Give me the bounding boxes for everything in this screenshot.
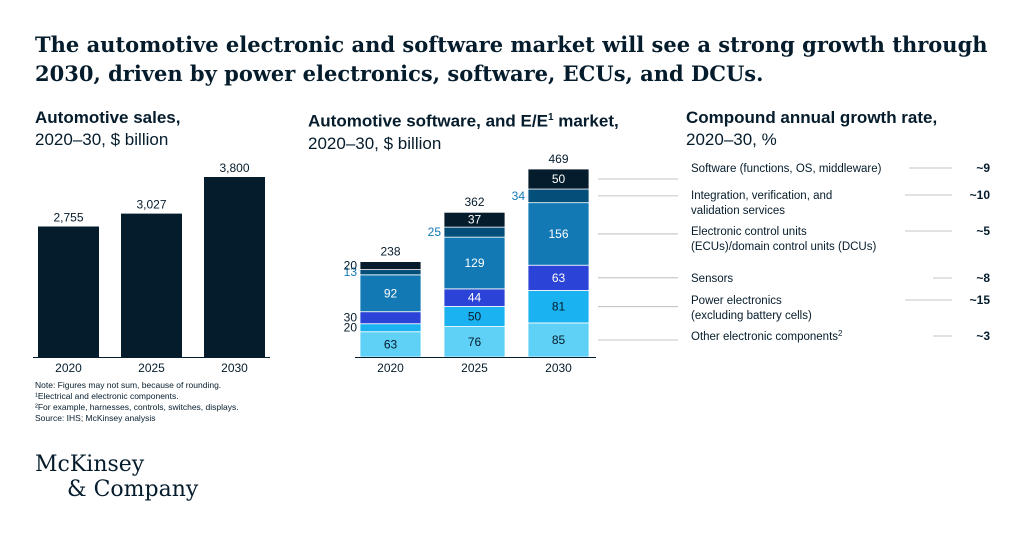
ee-value-label-2025-5: 37 xyxy=(468,213,482,227)
sales-panel-title: Automotive sales, 2020–30, $ billion xyxy=(35,107,181,151)
sales-bar-2025 xyxy=(121,213,182,357)
ee-segment-2020-2 xyxy=(359,311,422,325)
ee-segment-2025-0 xyxy=(443,326,506,358)
sales-value-label-2020: 2,755 xyxy=(53,211,83,225)
logo-line-2: & Company xyxy=(67,477,199,502)
ee-segment-2020-0 xyxy=(359,331,422,358)
cagr-value-1: ~10 xyxy=(970,188,991,202)
ee-value-label-2030-4: 34 xyxy=(512,189,526,203)
cagr-row-label-3-0: Sensors xyxy=(691,273,733,285)
sales-bar-2030 xyxy=(204,177,265,357)
sales-x-tick-2025: 2025 xyxy=(138,361,165,375)
ee-value-label-2030-1: 81 xyxy=(552,300,566,314)
cagr-row-label-4-0: Power electronics xyxy=(691,295,782,307)
ee-value-label-2025-1: 50 xyxy=(468,310,482,324)
cagr-value-0: ~9 xyxy=(976,161,990,175)
footnote-note: Note: Figures may not sum, because of ro… xyxy=(35,380,222,390)
footnote-2: ²For example, harnesses, controls, switc… xyxy=(35,402,239,412)
cagr-row-label-2-1: (ECUs)/domain control units (DCUs) xyxy=(691,241,876,253)
ee-value-label-2030-0: 85 xyxy=(552,333,566,347)
cagr-value-2: ~5 xyxy=(976,224,990,238)
mckinsey-logo: McKinsey & Company xyxy=(35,452,198,502)
ee-segment-2020-5 xyxy=(359,261,422,271)
footnotes: Note: Figures may not sum, because of ro… xyxy=(35,380,239,424)
logo-line-1: McKinsey xyxy=(35,452,145,477)
ee-value-label-2020-0: 63 xyxy=(384,337,398,351)
ee-segment-2020-4 xyxy=(359,269,422,276)
ee-value-label-2020-5: 20 xyxy=(344,259,358,273)
ee-segment-2025-3 xyxy=(443,236,506,290)
ee-value-label-2020-2: 30 xyxy=(344,311,358,325)
cagr-row-label-4-1: (excluding battery cells) xyxy=(691,310,812,322)
cagr-row-label-1-1: validation services xyxy=(691,205,785,217)
ee-x-tick-2020: 2020 xyxy=(377,361,404,375)
cagr-title: Compound annual growth rate, xyxy=(686,108,938,127)
cagr-row-label-5-0: Other electronic components2 xyxy=(691,329,843,344)
software-title-text: Automotive software, and E/E xyxy=(308,111,548,131)
sales-x-tick-2020: 2020 xyxy=(55,361,82,375)
ee-segment-2025-4 xyxy=(443,226,506,238)
cagr-panel-title: Compound annual growth rate, 2020–30, % xyxy=(686,107,937,151)
ee-segment-2030-2 xyxy=(527,264,590,291)
ee-value-label-2025-0: 76 xyxy=(468,335,482,349)
ee-value-label-2025-2: 44 xyxy=(468,291,482,305)
cagr-row-label-2-0: Electronic control units xyxy=(691,226,807,238)
sales-x-tick-2030: 2030 xyxy=(221,361,248,375)
ee-value-label-2025-3: 129 xyxy=(464,256,484,270)
sales-subtitle: 2020–30, $ billion xyxy=(35,130,169,149)
software-title: Automotive software, and E/E1 market, xyxy=(308,107,619,133)
ee-value-label-2030-2: 63 xyxy=(552,271,566,285)
software-title-footnote: 1 xyxy=(547,112,554,123)
software-title-suffix: market, xyxy=(553,111,619,131)
cagr-row-label-0-0: Software (functions, OS, middleware) xyxy=(691,163,882,175)
ee-total-label-2025: 362 xyxy=(464,195,484,209)
ee-value-label-2020-4: 13 xyxy=(344,265,358,279)
ee-segment-2020-1 xyxy=(359,323,422,333)
sales-value-label-2025: 3,027 xyxy=(136,198,166,212)
cagr-value-5: ~3 xyxy=(976,329,990,343)
ee-value-label-2030-5: 50 xyxy=(552,172,566,186)
ee-total-label-2020: 238 xyxy=(380,245,400,259)
ee-segment-2030-4 xyxy=(527,188,590,204)
ee-segment-2025-5 xyxy=(443,211,506,228)
cagr-value-3: ~8 xyxy=(976,271,990,285)
ee-total-label-2030: 469 xyxy=(548,152,568,166)
ee-x-tick-2025: 2025 xyxy=(461,361,488,375)
cagr-value-4: ~15 xyxy=(970,293,991,307)
ee-x-tick-2030: 2030 xyxy=(545,361,572,375)
ee-segment-2030-5 xyxy=(527,168,590,190)
software-subtitle: 2020–30, $ billion xyxy=(308,133,442,153)
chart-title: The automotive electronic and software m… xyxy=(35,32,988,86)
cagr-subtitle: 2020–30, % xyxy=(686,130,777,149)
cagr-row-label-1-0: Integration, verification, and xyxy=(691,190,832,202)
sales-value-label-2030: 3,800 xyxy=(219,161,249,175)
sales-title: Automotive sales, xyxy=(35,108,181,127)
footnote-1: ¹Electrical and electronic components. xyxy=(35,391,179,401)
ee-value-label-2020-1: 20 xyxy=(344,321,358,335)
cagr-row-footnote-5: 2 xyxy=(838,329,843,338)
ee-segment-2030-1 xyxy=(527,290,590,324)
ee-value-label-2020-3: 92 xyxy=(384,286,398,300)
ee-segment-2020-3 xyxy=(359,274,422,313)
footnote-source: Source: IHS; McKinsey analysis xyxy=(35,413,156,423)
software-panel-title: Automotive software, and E/E1 market, 20… xyxy=(308,107,619,155)
ee-value-label-2030-3: 156 xyxy=(548,227,568,241)
ee-value-label-2025-4: 25 xyxy=(428,225,442,239)
sales-bar-2020 xyxy=(38,226,99,357)
